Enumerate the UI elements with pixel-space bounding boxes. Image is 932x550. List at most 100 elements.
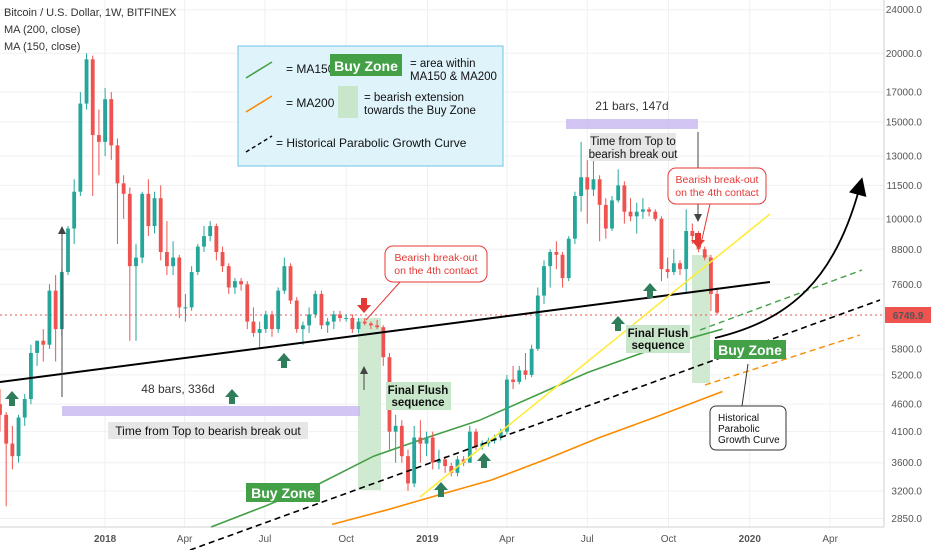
candle-body	[96, 135, 101, 142]
candle-body	[4, 414, 9, 444]
candle-body	[610, 200, 614, 229]
candle-body	[263, 314, 268, 330]
candle-body	[282, 266, 287, 291]
legend-parabolic-label: = Historical Parabolic Growth Curve	[276, 136, 467, 150]
y-tick-label: 13000.0	[886, 152, 923, 163]
candle-body	[0, 404, 2, 415]
candle-body	[517, 370, 522, 382]
candle-body	[412, 437, 417, 484]
hist-3: Growth Curve	[718, 435, 780, 446]
up-arrow-2	[225, 389, 239, 404]
candle-body	[572, 196, 577, 239]
candle-body	[529, 348, 534, 375]
x-tick-label: 2020	[739, 534, 762, 545]
candle-body	[542, 266, 546, 296]
candle-body	[313, 293, 318, 315]
candle-body	[480, 443, 485, 447]
x-tick-label: Apr	[822, 534, 838, 545]
header-symbol: Bitcoin / U.S. Dollar, 1W, BITFINEX	[4, 7, 177, 19]
legend-area-text-1: = area within	[410, 58, 476, 70]
candle-body	[177, 257, 182, 308]
candle-body	[554, 252, 559, 255]
price-tag-text: 6749.9	[893, 311, 924, 322]
candle-body	[103, 99, 108, 142]
candle-body	[10, 443, 15, 457]
candle-body	[189, 272, 194, 308]
candle-body	[634, 211, 639, 217]
candle-body	[202, 236, 206, 247]
contact-arrows	[5, 233, 705, 497]
candle-body	[504, 379, 509, 432]
breakout-right-pointer	[699, 203, 711, 249]
y-tick-label: 3200.0	[891, 486, 922, 497]
candle-body	[300, 325, 305, 330]
flush-right-1: Final Flush	[628, 328, 689, 340]
candle-body	[511, 379, 516, 382]
candle-body	[288, 266, 293, 301]
x-tick-label: 2018	[94, 534, 117, 545]
candle-body	[158, 198, 163, 253]
y-axis-labels: 2850.0 3200.0 3600.0 4100.0 4600.0 5200.0 5800…	[886, 5, 923, 525]
time-right-label-bg	[590, 133, 676, 161]
candle-body	[78, 103, 83, 192]
legend-ma200-swatch	[245, 95, 273, 113]
time-right-1: Time from Top to	[590, 136, 676, 148]
time-right-2: bearish break out	[589, 149, 679, 161]
candle-body	[393, 425, 398, 432]
bearish-extension-zone-left	[358, 318, 381, 490]
up-arrow-7	[643, 283, 657, 298]
candle-body	[560, 254, 565, 279]
header-ma150: MA (150, close)	[4, 41, 80, 53]
candle-body	[375, 325, 380, 328]
candle-body	[66, 228, 70, 273]
candle-body	[684, 231, 689, 270]
candle-body	[171, 257, 176, 267]
legend-ma200-label: = MA200	[286, 96, 335, 110]
y-tick-label: 17000.0	[886, 88, 923, 99]
candle-body	[708, 257, 713, 294]
flush-left-2: sequence	[391, 397, 444, 409]
candle-body	[399, 425, 404, 457]
candle-body	[232, 281, 237, 288]
y-tick-label: 5200.0	[891, 370, 922, 381]
breakout-callout-right: Bearish break-out on the 4th contact	[667, 167, 767, 249]
up-arrow-4	[434, 482, 448, 497]
y-tick-label: 24000.0	[886, 5, 923, 16]
legend-ma150-label: = MA150	[286, 62, 335, 76]
historical-callout-box	[709, 405, 787, 451]
candle-body	[127, 193, 132, 267]
breakout-right-1: Bearish break-out	[676, 174, 759, 186]
candle-body	[195, 246, 200, 273]
candle-body	[84, 59, 89, 104]
candle-body	[418, 437, 423, 444]
breakout-right-2: on the 4th contact	[675, 187, 759, 199]
candle-body	[16, 417, 21, 457]
y-tick-label: 4600.0	[891, 400, 922, 411]
candle-body	[294, 300, 299, 330]
legend-bearish-swatch	[338, 86, 358, 118]
candle-body	[183, 307, 188, 309]
candle-body	[270, 314, 274, 330]
candle-body	[257, 329, 262, 333]
down-arrow-red-right	[691, 233, 705, 248]
candle-body	[164, 252, 169, 267]
breakout-callout-left: Bearish break-out on the 4th contact	[365, 245, 488, 321]
bars-right-label: 21 bars, 147d	[595, 99, 668, 113]
candle-body	[628, 211, 633, 217]
x-tick-label: Oct	[661, 534, 677, 545]
candle-body	[35, 340, 40, 353]
legend-bearish-2: towards the Buy Zone	[364, 105, 476, 117]
buy-zone-left-badge	[246, 483, 320, 502]
legend-ma150-swatch	[245, 61, 273, 79]
candle-body	[115, 145, 120, 184]
candle-body	[152, 198, 157, 227]
flush-right-2: sequence	[631, 340, 684, 352]
candle-body	[276, 290, 281, 330]
breakout-left-2: on the 4th contact	[394, 265, 478, 277]
buy-zone-left-text: Buy Zone	[251, 485, 315, 501]
legend-bearish-1: = bearish extension	[364, 92, 464, 104]
candle-body	[356, 321, 361, 330]
candle-body	[319, 293, 324, 326]
candle-body	[597, 179, 602, 205]
